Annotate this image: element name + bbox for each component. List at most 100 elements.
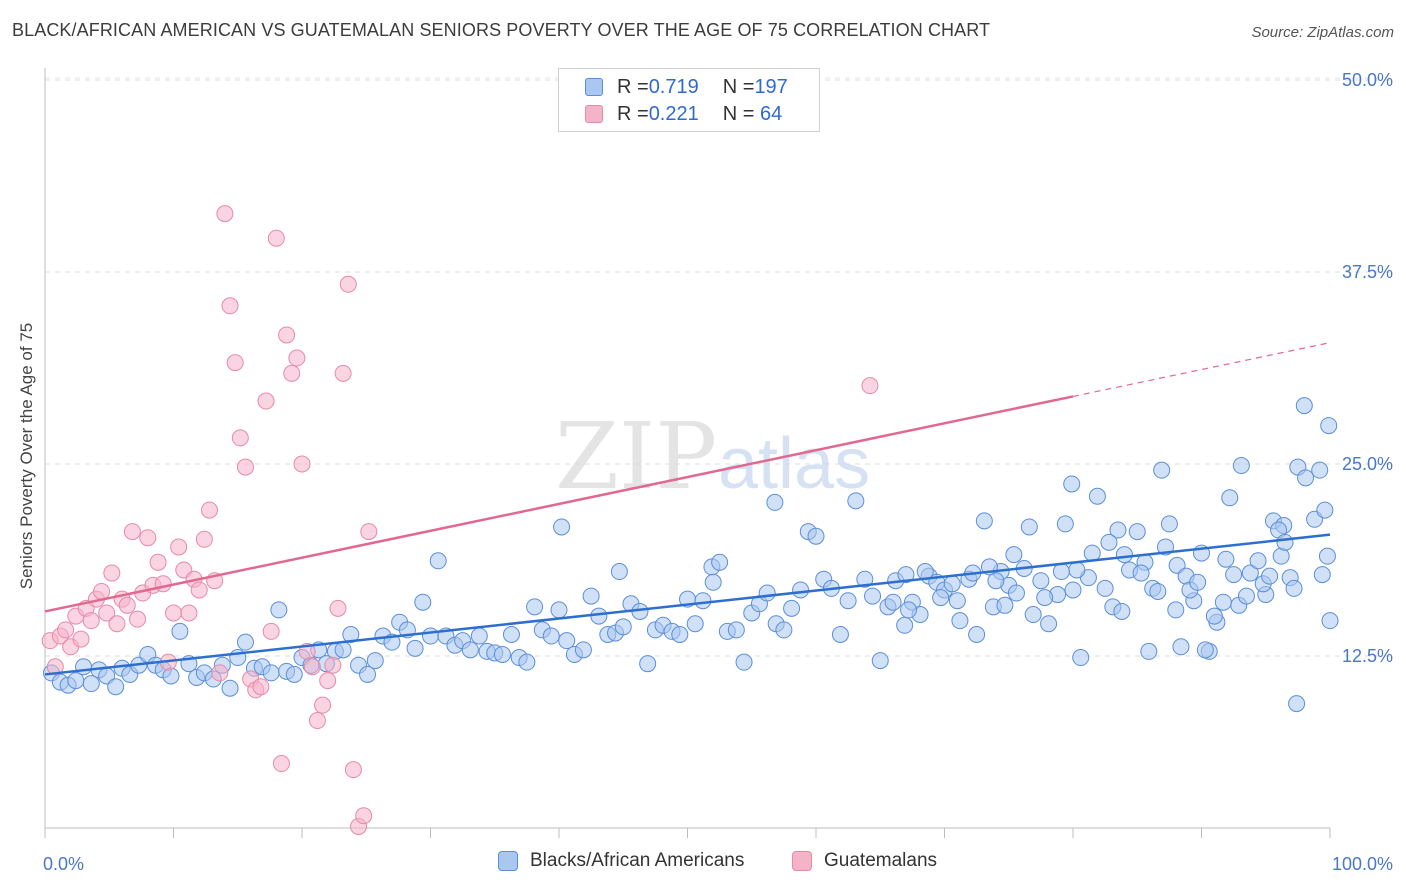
data-point: [1205, 607, 1223, 625]
data-point: [582, 587, 600, 605]
data-point: [154, 575, 172, 593]
data-point: [429, 552, 447, 570]
data-point: [1261, 567, 1279, 585]
data-point: [932, 589, 950, 607]
data-point: [783, 599, 801, 617]
legend-swatch-blue: [585, 78, 603, 96]
legend-item-guatemalans[interactable]: Guatemalans: [792, 850, 937, 872]
data-point: [610, 563, 628, 581]
data-point: [1241, 564, 1259, 582]
data-point: [470, 627, 488, 645]
data-point: [324, 656, 342, 674]
data-point: [550, 601, 568, 619]
data-point: [1109, 521, 1127, 539]
data-point: [671, 625, 689, 643]
legend-r-label: R =: [617, 102, 649, 125]
series-legend: Blacks/African Americans Guatemalans: [0, 850, 1406, 880]
data-point: [1128, 523, 1146, 541]
data-point: [334, 364, 352, 382]
data-point: [216, 205, 234, 223]
data-point: [558, 632, 576, 650]
data-point: [1040, 615, 1058, 633]
data-point: [1068, 561, 1086, 579]
data-point: [493, 645, 511, 663]
data-point: [82, 612, 100, 630]
data-point: [1189, 573, 1207, 591]
y-axis-title: Seniors Poverty Over the Age of 75: [17, 323, 36, 589]
data-point: [93, 582, 111, 600]
data-point: [272, 755, 290, 773]
data-point: [236, 458, 254, 476]
data-point: [735, 653, 753, 671]
stats-legend: R = 0.719 N = 197 R = 0.221 N = 64: [558, 68, 820, 132]
watermark: ZIP atlas: [555, 403, 870, 510]
data-point: [590, 607, 608, 625]
y-tick-label: 50.0%: [1342, 70, 1393, 90]
data-point: [360, 523, 378, 541]
data-point: [1072, 649, 1090, 667]
data-point: [308, 712, 326, 730]
data-point: [856, 570, 874, 588]
legend-r-value: 0.719: [648, 75, 699, 98]
data-point: [1297, 469, 1315, 487]
data-point: [1036, 589, 1054, 607]
legend-item-blacks[interactable]: Blacks/African Americans: [498, 850, 744, 872]
data-point: [968, 625, 986, 643]
data-point: [871, 652, 889, 670]
data-point: [1225, 566, 1243, 584]
data-point: [211, 664, 229, 682]
data-point: [118, 596, 136, 614]
y-tick-label: 25.0%: [1342, 454, 1393, 474]
data-point: [319, 672, 337, 690]
data-point: [900, 601, 918, 619]
data-point: [293, 455, 311, 473]
data-point: [1288, 695, 1306, 713]
data-point: [1196, 641, 1214, 659]
legend-r-label: R =: [617, 75, 649, 98]
data-point: [72, 630, 90, 648]
data-point: [896, 616, 914, 634]
data-point: [1007, 584, 1025, 602]
data-point: [82, 675, 100, 693]
trend-line: [44, 533, 1331, 676]
data-point: [107, 678, 125, 696]
watermark-zip: ZIP: [555, 403, 717, 510]
data-point: [526, 598, 544, 616]
data-point: [422, 627, 439, 645]
data-point: [359, 665, 377, 683]
source-label: Source: ZipAtlas.com: [1251, 24, 1394, 41]
data-point: [1140, 642, 1158, 660]
data-point: [1024, 606, 1042, 624]
data-point: [46, 658, 64, 676]
data-point: [1318, 547, 1336, 565]
data-point: [847, 492, 865, 510]
data-point: [1100, 533, 1118, 551]
data-point: [344, 761, 362, 779]
data-point: [221, 679, 239, 697]
y-tick-labels: 12.5% 25.0% 37.5% 50.0%: [1342, 70, 1393, 666]
data-point: [139, 529, 157, 547]
data-point: [303, 658, 321, 676]
data-point: [200, 501, 218, 519]
data-point: [123, 523, 141, 541]
data-point: [502, 625, 520, 643]
data-point: [884, 593, 902, 611]
legend-label: Guatemalans: [824, 850, 938, 871]
data-point: [262, 664, 280, 682]
data-point: [98, 604, 116, 622]
data-point: [355, 807, 373, 825]
data-point: [314, 696, 332, 714]
axes: [44, 68, 1331, 838]
data-point: [1149, 582, 1167, 600]
data-point: [406, 639, 424, 657]
data-point: [162, 667, 180, 685]
data-point: [57, 621, 75, 639]
data-point: [1232, 457, 1250, 475]
data-point: [987, 572, 1005, 590]
data-point: [1160, 515, 1178, 533]
data-point: [792, 581, 810, 599]
x-tick-labels: 0.0% 100.0%: [43, 854, 1393, 874]
data-point: [329, 599, 347, 617]
watermark-atlas: atlas: [718, 424, 870, 504]
data-point: [1295, 397, 1313, 415]
